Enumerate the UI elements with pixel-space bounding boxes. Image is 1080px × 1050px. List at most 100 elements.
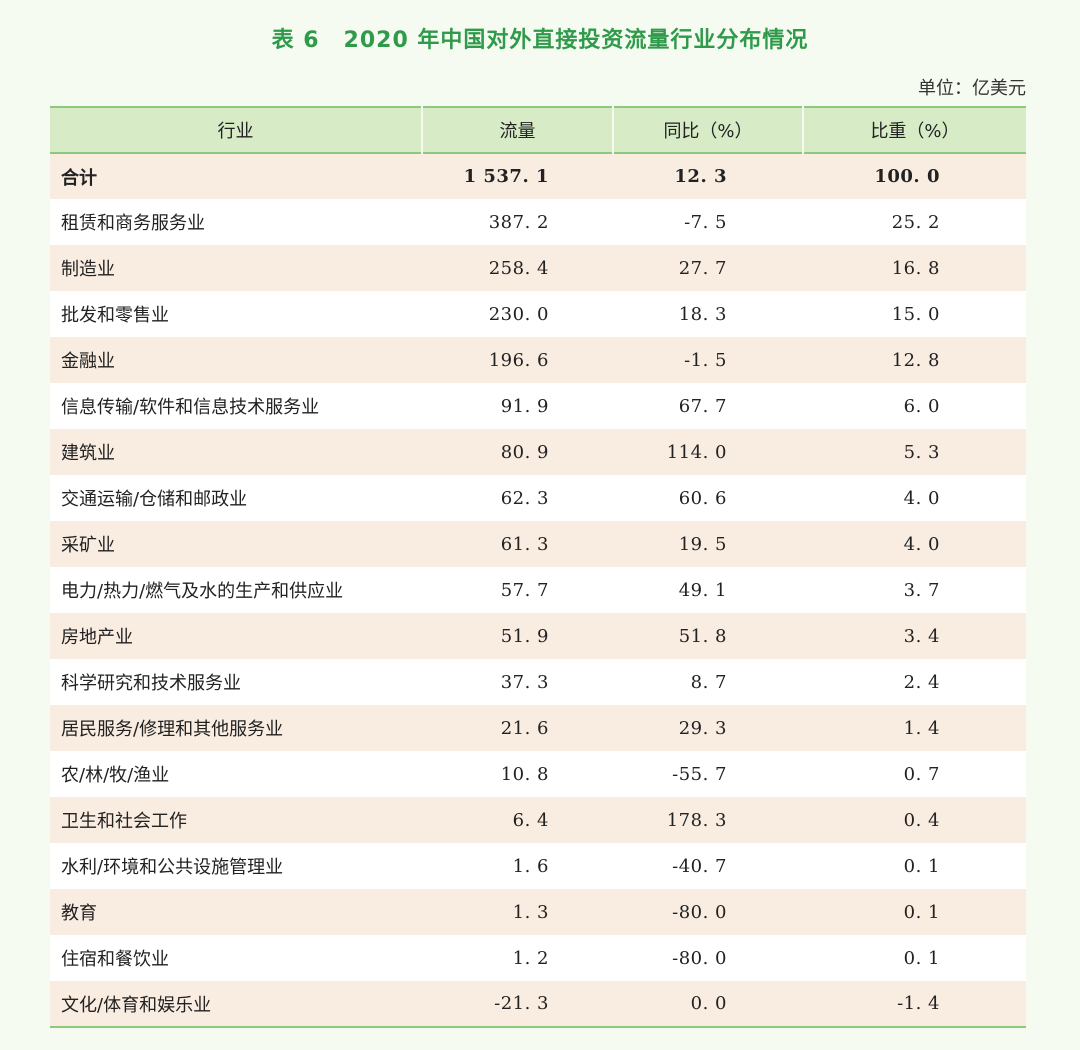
table-row: 交通运输/仓储和邮政业 62. 3 60. 6 4. 0: [50, 475, 1026, 521]
industry-cell: 电力/热力/燃气及水的生产和供应业: [61, 581, 344, 602]
flow-cell: 1. 2: [512, 947, 549, 969]
flow-cell: 21. 6: [500, 717, 549, 739]
flow-cell: 61. 3: [500, 533, 549, 555]
yoy-cell: 51. 8: [678, 625, 727, 647]
share-cell: 0. 4: [903, 809, 940, 831]
yoy-cell: -80. 0: [672, 901, 727, 923]
share-cell: 5. 3: [903, 441, 940, 463]
yoy-cell: 8. 7: [690, 671, 727, 693]
industry-cell: 制造业: [61, 259, 115, 280]
table-row: 农/林/牧/渔业 10. 8 -55. 7 0. 7: [50, 751, 1026, 797]
flow-cell: 1 537. 1: [463, 166, 549, 187]
table-row: 租赁和商务服务业 387. 2 -7. 5 25. 2: [50, 199, 1026, 245]
industry-cell: 卫生和社会工作: [61, 811, 187, 832]
table-body: 合计 1 537. 1 12. 3 100. 0 租赁和商务服务业 387. 2 -7. 5…: [50, 153, 1026, 1027]
share-cell: 16. 8: [891, 257, 940, 279]
flow-cell: 51. 9: [500, 625, 549, 647]
share-cell: 25. 2: [891, 211, 940, 233]
table-row: 建筑业 80. 9 114. 0 5. 3: [50, 429, 1026, 475]
yoy-cell: -40. 7: [672, 855, 727, 877]
flow-cell: 258. 4: [488, 257, 549, 279]
industry-cell: 文化/体育和娱乐业: [61, 994, 212, 1016]
table-row: 文化/体育和娱乐业 -21. 3 0. 0 -1. 4: [50, 981, 1026, 1027]
flow-cell: 10. 8: [500, 763, 549, 785]
unit-label: 单位：亿美元: [918, 78, 1026, 99]
yoy-cell: -80. 0: [672, 947, 727, 969]
share-cell: 100. 0: [874, 166, 940, 187]
table-row: 批发和零售业 230. 0 18. 3 15. 0: [50, 291, 1026, 337]
share-cell: 2. 4: [903, 671, 940, 693]
yoy-cell: 12. 3: [674, 166, 727, 187]
share-cell: 12. 8: [891, 349, 940, 371]
flow-cell: 6. 4: [512, 809, 549, 831]
industry-cell: 合计: [61, 167, 97, 189]
share-cell: 15. 0: [891, 303, 940, 325]
flow-cell: 91. 9: [500, 395, 549, 417]
yoy-cell: 19. 5: [678, 533, 727, 555]
share-cell: 0. 1: [903, 947, 940, 969]
share-cell: 3. 7: [903, 579, 940, 601]
yoy-cell: 29. 3: [678, 717, 727, 739]
industry-cell: 租赁和商务服务业: [61, 213, 205, 234]
header-row: 行业 流量 同比（%） 比重（%）: [50, 107, 1026, 153]
flow-cell: 1. 3: [512, 901, 549, 923]
share-cell: 3. 4: [903, 625, 940, 647]
industry-cell: 批发和零售业: [61, 305, 169, 326]
flow-cell: 62. 3: [500, 487, 549, 509]
flow-cell: 387. 2: [488, 211, 549, 233]
share-cell: 0. 1: [903, 901, 940, 923]
flow-cell: 37. 3: [500, 671, 549, 693]
flow-cell: 1. 6: [512, 855, 549, 877]
table-row: 科学研究和技术服务业 37. 3 8. 7 2. 4: [50, 659, 1026, 705]
industry-cell: 采矿业: [61, 535, 115, 556]
yoy-cell: -1. 5: [684, 349, 727, 371]
table-row: 教育 1. 3 -80. 0 0. 1: [50, 889, 1026, 935]
flow-cell: 230. 0: [488, 303, 549, 325]
header-share: 比重（%）: [802, 107, 1026, 153]
share-cell: 1. 4: [903, 717, 940, 739]
total-row: 合计 1 537. 1 12. 3 100. 0: [50, 153, 1026, 199]
flow-cell: 80. 9: [500, 441, 549, 463]
table-row: 居民服务/修理和其他服务业 21. 6 29. 3 1. 4: [50, 705, 1026, 751]
table-row: 水利/环境和公共设施管理业 1. 6 -40. 7 0. 1: [50, 843, 1026, 889]
table-row: 住宿和餐饮业 1. 2 -80. 0 0. 1: [50, 935, 1026, 981]
industry-cell: 房地产业: [61, 627, 133, 648]
table-number: 表 6: [271, 28, 320, 53]
industry-distribution-table: 行业 流量 同比（%） 比重（%） 合计 1 537. 1 12. 3 100. 0 租…: [50, 106, 1026, 1028]
table-row: 电力/热力/燃气及水的生产和供应业 57. 7 49. 1 3. 7: [50, 567, 1026, 613]
table-row: 制造业 258. 4 27. 7 16. 8: [50, 245, 1026, 291]
share-cell: 0. 1: [903, 855, 940, 877]
table-row: 卫生和社会工作 6. 4 178. 3 0. 4: [50, 797, 1026, 843]
yoy-cell: 178. 3: [666, 809, 727, 831]
industry-cell: 金融业: [61, 351, 115, 372]
share-cell: 4. 0: [903, 487, 940, 509]
industry-cell: 建筑业: [61, 443, 115, 464]
industry-cell: 住宿和餐饮业: [61, 949, 169, 970]
industry-cell: 交通运输/仓储和邮政业: [61, 489, 248, 510]
industry-cell: 信息传输/软件和信息技术服务业: [61, 397, 320, 418]
yoy-cell: 67. 7: [678, 395, 727, 417]
table-row: 房地产业 51. 9 51. 8 3. 4: [50, 613, 1026, 659]
share-cell: 0. 7: [903, 763, 940, 785]
yoy-cell: -7. 5: [684, 211, 727, 233]
yoy-cell: 60. 6: [678, 487, 727, 509]
header-flow: 流量: [421, 107, 613, 153]
yoy-cell: 49. 1: [678, 579, 727, 601]
table-title-text: 2020 年中国对外直接投资流量行业分布情况: [343, 28, 809, 53]
industry-cell: 教育: [61, 903, 97, 924]
header-industry: 行业: [217, 121, 254, 142]
industry-cell: 水利/环境和公共设施管理业: [61, 857, 284, 878]
table-row: 采矿业 61. 3 19. 5 4. 0: [50, 521, 1026, 567]
industry-cell: 农/林/牧/渔业: [61, 765, 170, 786]
table-row: 信息传输/软件和信息技术服务业 91. 9 67. 7 6. 0: [50, 383, 1026, 429]
yoy-cell: 18. 3: [678, 303, 727, 325]
yoy-cell: 114. 0: [666, 441, 727, 463]
table-row: 金融业 196. 6 -1. 5 12. 8: [50, 337, 1026, 383]
share-cell: 6. 0: [903, 395, 940, 417]
flow-cell: 57. 7: [500, 579, 549, 601]
header-yoy: 同比（%）: [612, 107, 803, 153]
industry-cell: 居民服务/修理和其他服务业: [61, 719, 284, 740]
share-cell: -1. 4: [897, 993, 940, 1014]
table-title: 表 6 2020 年中国对外直接投资流量行业分布情况: [0, 22, 1080, 54]
industry-cell: 科学研究和技术服务业: [61, 673, 241, 694]
